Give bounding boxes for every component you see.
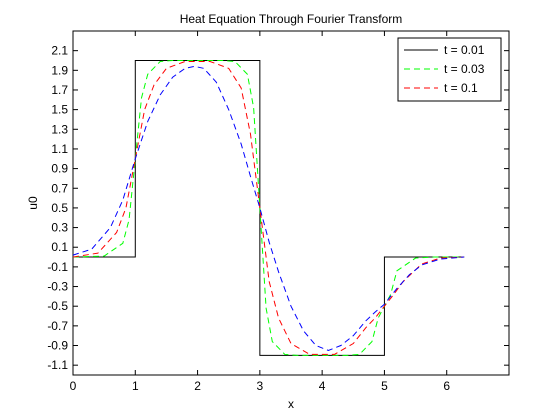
series-line-4: [72, 65, 465, 351]
x-tick-label: 1: [132, 379, 139, 393]
x-tick-label: 5: [381, 379, 388, 393]
series-layer: [72, 59, 465, 356]
legend-entry: t = 0.1: [444, 81, 478, 95]
legend: t = 0.01 t = 0.03 t = 0.1: [397, 37, 502, 102]
y-tick-label: 1.7: [51, 83, 68, 97]
y-tick-label: 1.5: [51, 103, 68, 117]
y-tick-label: -0.7: [47, 319, 68, 333]
legend-entry: t = 0.01: [444, 43, 485, 57]
y-tick-label: 1.9: [51, 63, 68, 77]
y-axis-ticks: 2.1 1.9 1.7 1.5 1.3 1.1 0.9 0.7 0.5 0.3 0.1 -0.1 -0.…: [47, 44, 509, 372]
chart-title: Heat Equation Through Fourier Transform: [180, 12, 403, 26]
x-tick-label: 4: [319, 379, 326, 393]
x-axis-label: x: [288, 397, 294, 411]
series-line-3: [72, 60, 465, 355]
y-tick-label: 2.1: [51, 44, 68, 58]
y-tick-label: 1.1: [51, 142, 68, 156]
y-tick-label: -0.3: [47, 280, 68, 294]
y-tick-label: 0.5: [51, 201, 68, 215]
y-tick-label: 1.3: [51, 122, 68, 136]
x-tick-label: 2: [194, 379, 201, 393]
x-tick-label: 3: [257, 379, 264, 393]
legend-entry: t = 0.03: [444, 62, 485, 76]
y-tick-label: -0.5: [47, 299, 68, 313]
y-axis-label: u0: [26, 196, 40, 210]
y-tick-label: -1.1: [47, 358, 68, 372]
y-tick-label: 0.3: [51, 221, 68, 235]
y-tick-label: -0.1: [47, 260, 68, 274]
y-tick-label: 0.7: [51, 181, 68, 195]
x-axis-ticks: 0 1 2 3 4 5 6: [70, 31, 450, 393]
y-tick-label: 0.9: [51, 162, 68, 176]
y-tick-label: -0.9: [47, 339, 68, 353]
x-tick-label: 0: [70, 379, 77, 393]
y-tick-label: 0.1: [51, 240, 68, 254]
x-tick-label: 6: [443, 379, 450, 393]
